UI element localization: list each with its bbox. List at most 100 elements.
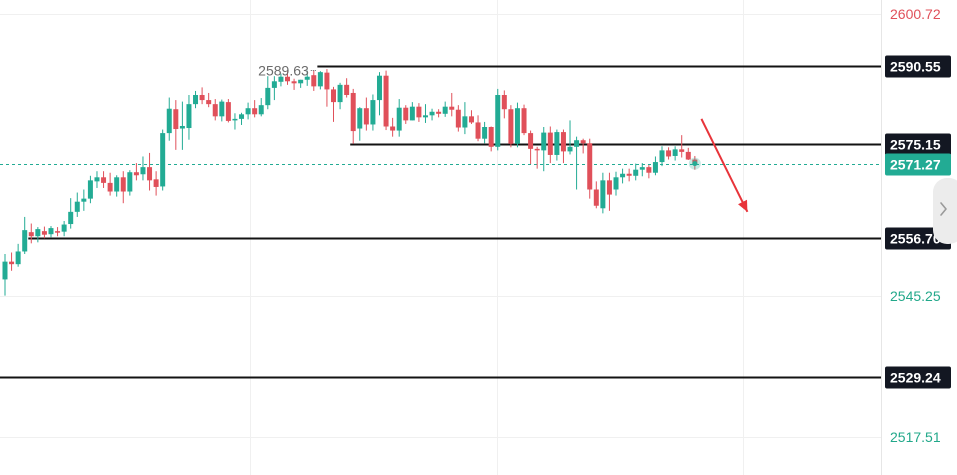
candle — [593, 181, 599, 209]
candle-body — [501, 95, 507, 110]
candle — [160, 129, 166, 191]
candle — [383, 70, 389, 131]
candle-body — [390, 126, 396, 131]
last-price-dot — [692, 161, 698, 167]
current-price-line: 2571.27 — [0, 153, 951, 176]
candle — [87, 175, 93, 204]
candle — [521, 104, 527, 136]
scroll-right-handle[interactable] — [933, 178, 957, 244]
candle-body — [311, 75, 317, 87]
candle-body — [41, 231, 47, 235]
candle-body — [528, 133, 534, 149]
candle-body — [357, 108, 363, 129]
candle — [186, 95, 192, 140]
candle — [350, 88, 356, 144]
candle-body — [337, 84, 343, 103]
candle — [28, 223, 34, 244]
candle — [357, 107, 363, 141]
price-tick-label: 2600.72 — [890, 6, 941, 22]
candle-body — [672, 149, 678, 156]
candle — [311, 70, 317, 91]
candle — [291, 78, 297, 90]
candle — [587, 138, 593, 199]
candle-body — [646, 167, 652, 173]
candle — [672, 146, 678, 161]
candle — [633, 163, 639, 181]
candle-body — [593, 189, 599, 206]
candle-body — [679, 149, 685, 152]
candle — [265, 76, 271, 110]
candle — [468, 110, 474, 124]
candle-body — [55, 231, 61, 233]
candle-body — [285, 76, 291, 82]
candle — [199, 87, 205, 105]
candle-body — [429, 111, 435, 116]
candle-body — [363, 108, 369, 125]
candle-body — [252, 108, 258, 115]
candle-body — [685, 151, 691, 160]
candle — [179, 101, 185, 150]
candle — [370, 94, 376, 131]
candle-body — [462, 116, 468, 128]
price-level-tag — [885, 133, 951, 156]
candle-body — [475, 122, 481, 139]
candle — [147, 152, 153, 191]
candle-body — [166, 108, 172, 134]
candle-body — [28, 232, 34, 237]
price-level-label: 2529.24 — [890, 370, 941, 386]
candle — [22, 216, 28, 255]
candle-body — [449, 106, 455, 110]
candle — [68, 198, 74, 229]
candle — [659, 146, 665, 167]
current-price-tag — [885, 153, 951, 176]
candle-body — [101, 177, 107, 183]
candle-body — [291, 81, 297, 84]
bearish-arrow-head — [738, 199, 748, 212]
candle — [495, 88, 501, 151]
candle-body — [2, 261, 8, 280]
candle — [429, 108, 435, 121]
candle — [620, 168, 626, 184]
candle-body — [133, 172, 139, 176]
candle — [501, 90, 507, 119]
price-tick-label: 2517.51 — [890, 429, 941, 445]
candle — [409, 102, 415, 121]
candle-body — [232, 118, 238, 121]
candle-body — [547, 132, 553, 155]
candle-body — [587, 143, 593, 190]
candle — [48, 226, 54, 238]
candle-body — [9, 261, 15, 265]
price-tick-label: 2545.25 — [890, 288, 941, 304]
candle — [285, 71, 291, 85]
candle-body — [626, 173, 632, 176]
candle-body — [554, 132, 560, 155]
support-resistance-lines: 2590.55 2575.15 2556.70 2529.24 — [0, 55, 951, 389]
candle-body — [436, 111, 442, 114]
candle — [232, 113, 238, 130]
candle-body — [396, 107, 402, 131]
candle — [331, 86, 336, 122]
candle-body — [219, 101, 225, 117]
candle — [239, 112, 245, 125]
candle — [55, 227, 61, 237]
candle-body — [403, 107, 409, 121]
candle — [337, 82, 343, 110]
candle — [626, 168, 632, 182]
current-price-label: 2571.27 — [890, 157, 941, 173]
candle — [541, 127, 547, 172]
candle-body — [61, 224, 67, 232]
candle — [679, 135, 685, 158]
candle-body — [271, 81, 277, 88]
candle-body — [114, 177, 120, 192]
candle-body — [239, 114, 245, 119]
candle-body — [186, 104, 192, 129]
candle — [462, 102, 468, 135]
candle-body — [140, 167, 146, 175]
candle — [574, 136, 580, 190]
candle — [528, 130, 534, 165]
candle-body — [199, 95, 205, 101]
candle — [245, 102, 251, 120]
candle — [396, 99, 402, 137]
candle — [416, 103, 422, 122]
